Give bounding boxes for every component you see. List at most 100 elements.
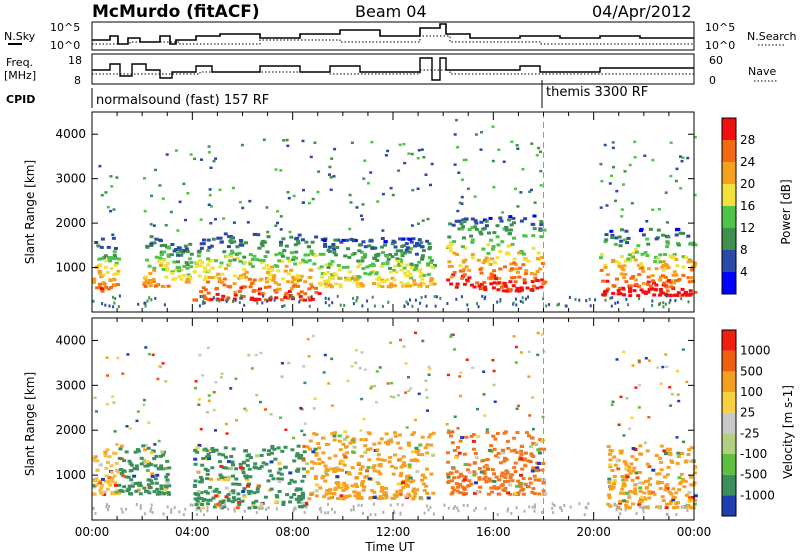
cell-vel-0-43 (116, 470, 121, 474)
cell-vel-5-167 (624, 505, 629, 509)
cell-vel-3-50 (431, 431, 436, 435)
cell-vel-2-150 (218, 460, 222, 464)
cell-power-5-94 (455, 253, 460, 256)
cell-vel-3-104 (332, 438, 337, 442)
cell-vel-4-195 (534, 469, 539, 473)
cell-power-2-17 (176, 253, 181, 257)
cell-vel-5-49 (665, 473, 670, 477)
cell-power-3-295 (227, 285, 232, 289)
sparse-vel-3-26 (424, 388, 428, 392)
cell-vel-3-298 (344, 445, 348, 449)
sparse-vel-0-9 (106, 374, 109, 377)
nsky-tick-top: 10^5 (50, 21, 80, 34)
cell-power-3-206 (295, 236, 300, 240)
cell-power-5-231 (526, 259, 531, 263)
cell-power-2-25 (185, 263, 190, 267)
cell-vel-4-110 (504, 469, 509, 473)
sparse-vel-2-19 (194, 380, 198, 383)
cell-power-6-123 (675, 264, 680, 268)
sparse-power-6-26 (657, 208, 661, 211)
cell-power-6-7 (681, 265, 686, 269)
sparse-power-4-39 (329, 188, 333, 191)
ground-power-122 (433, 295, 436, 298)
cell-vel-4-151 (532, 492, 537, 495)
cell-vel-2-114 (241, 490, 246, 493)
cell-power-3-99 (201, 286, 206, 290)
cell-vel-5-116 (621, 482, 626, 486)
cell-vel-1-35 (128, 462, 133, 465)
cell-power-1-25 (145, 258, 150, 262)
cell-power-5-28 (535, 270, 540, 273)
cell-vel-3-170 (313, 477, 318, 480)
cell-power-3-123 (252, 254, 257, 258)
cell-power-4-66 (334, 273, 339, 277)
cell-vel-1-50 (143, 443, 148, 447)
cell-vel-2-19 (288, 471, 293, 475)
beam-title: Beam 04 (355, 2, 427, 21)
sparse-power-4-32 (430, 162, 434, 166)
cell-power-4-188 (321, 252, 326, 256)
sparse-vel-5-7 (664, 353, 668, 356)
cell-vel-1-32 (166, 483, 171, 487)
cell-vel-4-198 (501, 488, 506, 492)
cell-power-5-120 (499, 219, 504, 223)
ground-power-31 (281, 305, 284, 308)
xtick-label-4: 16:00 (476, 525, 511, 539)
cell-vel-2-182 (210, 447, 215, 450)
sparse-power-5-17 (491, 125, 495, 128)
cell-power-4-77 (405, 250, 410, 254)
ground-vel-23 (533, 503, 536, 507)
sparse-power-5-8 (539, 184, 543, 187)
sparse-vel-4-9 (540, 333, 544, 336)
ground-vel-6 (583, 513, 586, 517)
cell-power-4-22 (429, 259, 434, 263)
cell-power-6-215 (676, 243, 681, 247)
cell-vel-5-44 (630, 478, 635, 482)
sparse-power-1-7 (158, 184, 162, 187)
cell-power-3-108 (263, 285, 268, 289)
ground-power-103 (240, 296, 243, 300)
ground-power-101 (405, 300, 408, 304)
cell-power-6-194 (639, 262, 644, 266)
ground-vel-37 (531, 505, 534, 509)
nsearch-tick-bottom: 10^0 (705, 39, 735, 52)
cell-power-4-242 (327, 262, 332, 266)
cell-power-4-93 (348, 278, 353, 282)
cell-vel-0-56 (92, 492, 97, 496)
cell-vel-3-165 (314, 489, 319, 493)
cell-power-6-75 (638, 229, 643, 233)
cell-vel-2-254 (200, 477, 204, 481)
ground-power-60 (361, 304, 364, 308)
cell-power-6-162 (673, 279, 678, 283)
cell-power-0-54 (95, 286, 100, 290)
cell-vel-1-71 (141, 444, 146, 448)
cell-vel-4-39 (492, 447, 497, 451)
cell-power-4-162 (324, 285, 329, 289)
cell-power-2-0 (184, 247, 189, 251)
sparse-vel-3-39 (427, 373, 431, 376)
sparse-vel-4-35 (514, 361, 518, 364)
cell-vel-3-223 (350, 439, 355, 442)
cell-vel-2-229 (193, 479, 198, 483)
cell-power-4-154 (363, 245, 368, 249)
cell-vel-5-146 (675, 505, 680, 509)
cell-vel-3-194 (386, 439, 391, 443)
cell-power-6-36 (614, 236, 619, 240)
cell-vel-0-15 (101, 477, 105, 481)
ground-vel-92 (219, 506, 222, 510)
sparse-power-3-48 (200, 158, 203, 161)
cell-power-2-46 (173, 277, 178, 281)
sparse-power-4-42 (332, 175, 336, 178)
cell-vel-1-118 (146, 464, 151, 468)
ground-vel-124 (255, 511, 258, 515)
cell-power-3-231 (209, 244, 214, 248)
cell-power-6-222 (628, 284, 633, 288)
cell-vel-5-106 (638, 471, 643, 474)
sparse-vel-5-15 (661, 365, 665, 369)
ground-vel-47 (144, 512, 147, 516)
cell-vel-3-200 (420, 435, 425, 439)
cell-vel-3-273 (359, 438, 364, 442)
sparse-power-6-25 (615, 189, 619, 193)
cell-power-5-111 (460, 245, 465, 249)
